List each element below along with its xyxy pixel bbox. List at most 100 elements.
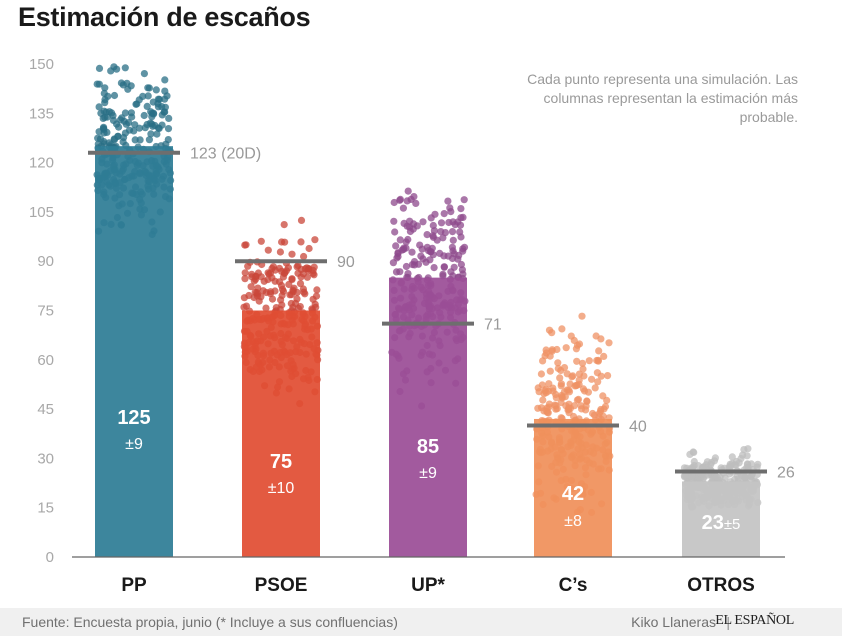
simulation-dot [281,269,289,277]
simulation-dot [299,270,307,278]
simulation-dot [396,196,404,204]
chart-title: Estimación de escaños [18,2,311,32]
simulation-dot [254,269,262,277]
y-tick-label: 90 [37,253,54,270]
y-tick-label: 75 [37,303,54,320]
simulation-dot [391,228,399,236]
simulation-dot [565,404,573,412]
simulation-dot [605,339,613,347]
simulation-dot [241,241,249,249]
simulation-dot [100,123,108,131]
footer-source: Fuente: Encuesta propia, junio (* Incluy… [22,614,398,630]
simulation-dot [300,288,308,296]
previous-result-label: 26 [777,465,795,482]
simulation-dot [408,248,416,256]
simulation-dot [585,357,593,365]
simulation-dot [297,238,305,246]
simulation-dot [444,197,452,205]
simulation-dot [404,235,412,244]
simulation-dot [707,461,715,469]
bar [242,310,320,557]
bar-value-label: 42 [562,483,584,505]
simulation-dot [278,285,287,293]
x-category-label: UP* [411,575,445,596]
simulation-dot [561,393,569,401]
simulation-dot [423,231,431,239]
simulation-dot [153,130,161,138]
simulation-dot [578,359,587,367]
simulation-dot [595,347,603,355]
simulation-dot [534,384,542,392]
simulation-dot [241,275,249,283]
y-tick-label: 45 [37,401,54,418]
simulation-dot [534,404,542,412]
simulation-dot [296,280,305,288]
simulation-dot [399,204,407,212]
simulation-dot [449,236,457,244]
y-tick-label: 15 [37,500,54,517]
simulation-dot [744,460,752,469]
bar [534,418,612,557]
simulation-dot [412,199,420,207]
simulation-dot [603,396,611,404]
simulation-dot [399,245,408,254]
simulation-dot [94,134,102,142]
simulation-dot [275,278,284,286]
simulation-dot [268,295,277,303]
simulation-dot [140,111,148,120]
simulation-dot [136,136,144,144]
simulation-dot [257,293,265,301]
simulation-dot [537,370,546,378]
simulation-dot [389,259,397,267]
simulation-dot [278,291,286,300]
simulation-dot [305,244,313,253]
simulation-dot [732,457,741,466]
simulation-dot [457,260,465,269]
simulation-dot [592,332,600,340]
simulation-dot [417,252,425,260]
previous-result-label: 123 (20D) [190,146,261,163]
simulation-dot [278,301,286,309]
simulation-dot [740,446,748,454]
simulation-dot [686,450,694,458]
simulation-dot [280,221,288,229]
simulation-dot [310,263,318,271]
simulation-dot [293,288,301,297]
bar [95,146,173,557]
simulation-dot [293,263,301,271]
y-tick-label: 150 [29,56,54,73]
simulation-dot [711,454,720,462]
simulation-dot [103,128,111,136]
simulation-dot [125,119,133,127]
simulation-dot [440,263,448,271]
simulation-dot [127,109,135,117]
simulation-dot [396,268,404,276]
simulation-dot [117,79,125,87]
simulation-dot [248,273,256,281]
previous-result-label: 40 [629,419,647,436]
simulation-dot [437,228,445,236]
simulation-dot [131,121,139,129]
simulation-dot [145,136,153,144]
footer: Fuente: Encuesta propia, junio (* Incluy… [0,608,842,636]
simulation-dot [551,401,559,409]
bar-value-label: 23±5 [702,512,741,534]
simulation-dot [403,197,411,205]
simulation-dot [107,67,115,75]
simulation-dot [281,238,289,246]
simulation-dot [110,91,119,100]
bar-value-label: 125 [117,407,150,429]
simulation-dot [440,210,448,218]
simulation-dot [728,453,736,461]
footer-separator: | [726,614,730,630]
simulation-dot [402,262,410,271]
x-axis: PP PSOE UP* C’s OTROS [121,575,754,596]
simulation-dot [297,216,306,224]
simulation-dot [546,352,554,360]
simulation-dot [160,108,168,116]
simulation-dot [390,198,398,207]
simulation-dot [539,396,547,404]
simulation-dot [311,236,319,244]
simulation-dot [429,221,437,230]
simulation-dot [259,287,267,295]
